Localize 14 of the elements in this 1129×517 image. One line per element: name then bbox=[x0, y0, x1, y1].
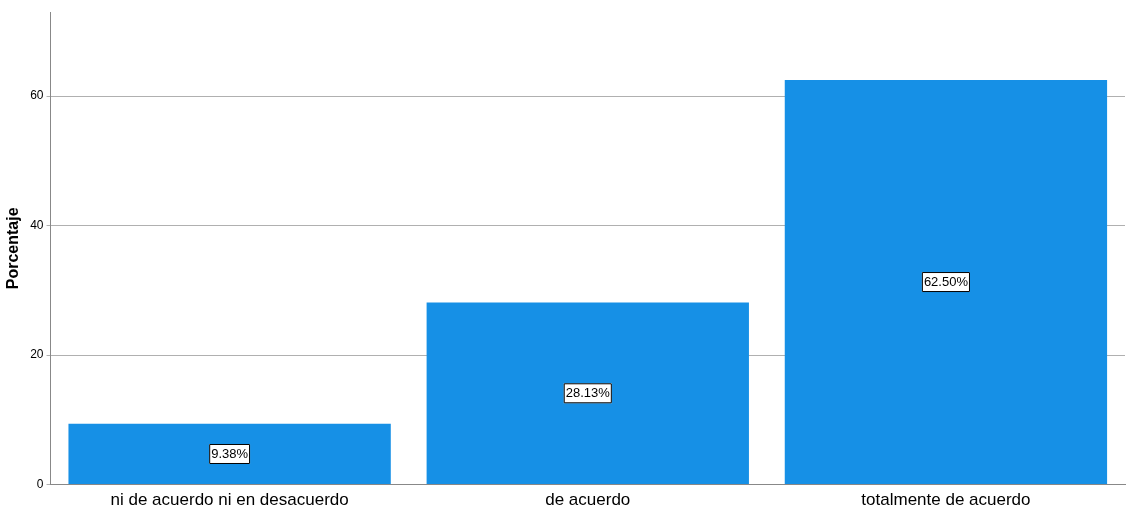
x-tick-label: de acuerdo bbox=[545, 490, 631, 510]
bar bbox=[426, 302, 749, 485]
data-label: 28.13% bbox=[565, 384, 611, 400]
y-tick-label: 20 bbox=[30, 347, 44, 362]
y-axis-title: Porcentaje bbox=[4, 207, 22, 290]
y-tick-label: 40 bbox=[30, 217, 44, 232]
x-tick-label: ni de acuerdo ni en desacuerdo bbox=[110, 490, 349, 510]
bar bbox=[68, 423, 391, 485]
x-tick-label: totalmente de acuerdo bbox=[861, 490, 1031, 510]
y-tick-label: 60 bbox=[30, 88, 44, 103]
data-label: 9.38% bbox=[211, 445, 249, 461]
data-label: 62.50% bbox=[923, 273, 969, 289]
y-tick-label: 0 bbox=[36, 476, 44, 491]
bar bbox=[784, 79, 1108, 485]
